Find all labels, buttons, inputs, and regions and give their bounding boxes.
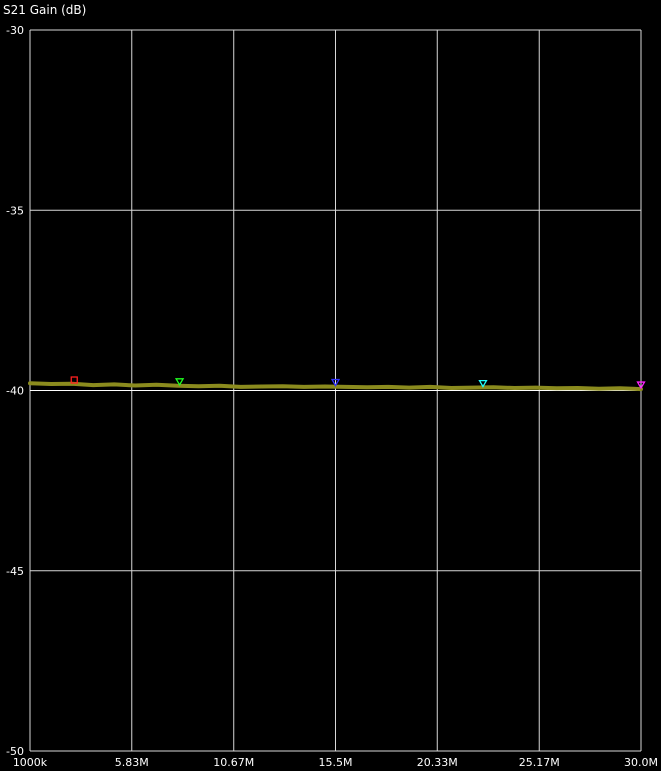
data-point-0-26: [576, 386, 579, 390]
y-tick-label-0: -30: [6, 24, 24, 37]
chart-title: S21 Gain (dB): [3, 3, 87, 17]
data-point-0-28: [618, 387, 622, 390]
x-tick-label-5: 25.17M: [519, 756, 560, 769]
data-point-0-6: [155, 383, 158, 386]
x-tick-label-0: 1000k: [13, 756, 48, 769]
y-tick-label-1: -35: [6, 204, 24, 217]
data-point-0-27: [597, 387, 601, 390]
data-point-0-19: [429, 385, 432, 389]
data-point-0-25: [555, 387, 558, 390]
y-tick-label-2: -40: [6, 385, 24, 398]
data-point-0-14: [323, 385, 327, 388]
data-point-0-15: [344, 385, 348, 389]
x-tick-label-4: 20.33M: [417, 756, 458, 769]
data-point-0-7: [176, 384, 179, 388]
data-point-0-16: [365, 386, 369, 389]
x-tick-label-3: 15.5M: [319, 756, 353, 769]
x-tick-label-2: 10.67M: [213, 756, 254, 769]
data-point-0-10: [239, 385, 242, 389]
data-point-0-9: [218, 384, 221, 388]
data-point-0-24: [534, 386, 537, 389]
y-tick-label-3: -45: [6, 565, 24, 578]
x-tick-label-1: 5.83M: [115, 756, 149, 769]
data-point-0-11: [260, 385, 263, 388]
data-point-0-20: [450, 386, 453, 390]
marker-5[interactable]: [636, 381, 646, 390]
marker-2[interactable]: [174, 378, 185, 387]
data-point-0-13: [302, 385, 306, 389]
marker-3[interactable]: [330, 378, 341, 387]
data-point-0-23: [513, 386, 516, 390]
data-point-0-12: [281, 384, 285, 388]
data-point-0-1: [49, 382, 53, 386]
data-point-0-18: [408, 386, 411, 389]
data-point-0-5: [134, 384, 137, 387]
y-tick-label-4: -50: [6, 745, 24, 758]
data-point-0-4: [113, 383, 116, 386]
x-tick-label-6: 30.0M: [624, 756, 658, 769]
data-point-0-0: [28, 382, 32, 385]
data-point-0-21: [471, 386, 474, 389]
marker-1[interactable]: [70, 376, 78, 384]
marker-4[interactable]: [478, 379, 488, 388]
data-point-0-3: [92, 383, 95, 387]
data-point-0-22: [492, 386, 495, 389]
data-point-0-17: [386, 385, 390, 389]
data-point-0-8: [197, 384, 200, 388]
